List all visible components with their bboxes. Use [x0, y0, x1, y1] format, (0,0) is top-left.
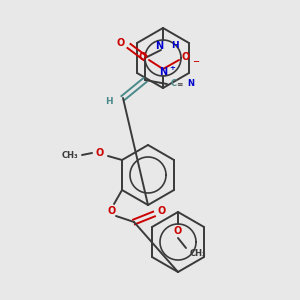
Text: O: O — [96, 148, 104, 158]
Text: O: O — [139, 52, 147, 62]
Text: ≡: ≡ — [176, 80, 182, 88]
Text: −: − — [193, 58, 200, 67]
Text: O: O — [174, 226, 182, 236]
Text: N: N — [159, 67, 167, 77]
Text: H: H — [105, 97, 113, 106]
Text: C: C — [171, 80, 177, 88]
Text: N: N — [187, 80, 194, 88]
Text: O: O — [108, 206, 116, 216]
Text: O: O — [158, 206, 166, 216]
Text: N: N — [155, 41, 163, 51]
Text: H: H — [171, 40, 178, 50]
Text: O: O — [117, 38, 125, 48]
Text: O: O — [182, 52, 190, 62]
Text: CH₃: CH₃ — [62, 151, 78, 160]
Text: +: + — [169, 65, 175, 71]
Text: CH₃: CH₃ — [190, 248, 206, 257]
